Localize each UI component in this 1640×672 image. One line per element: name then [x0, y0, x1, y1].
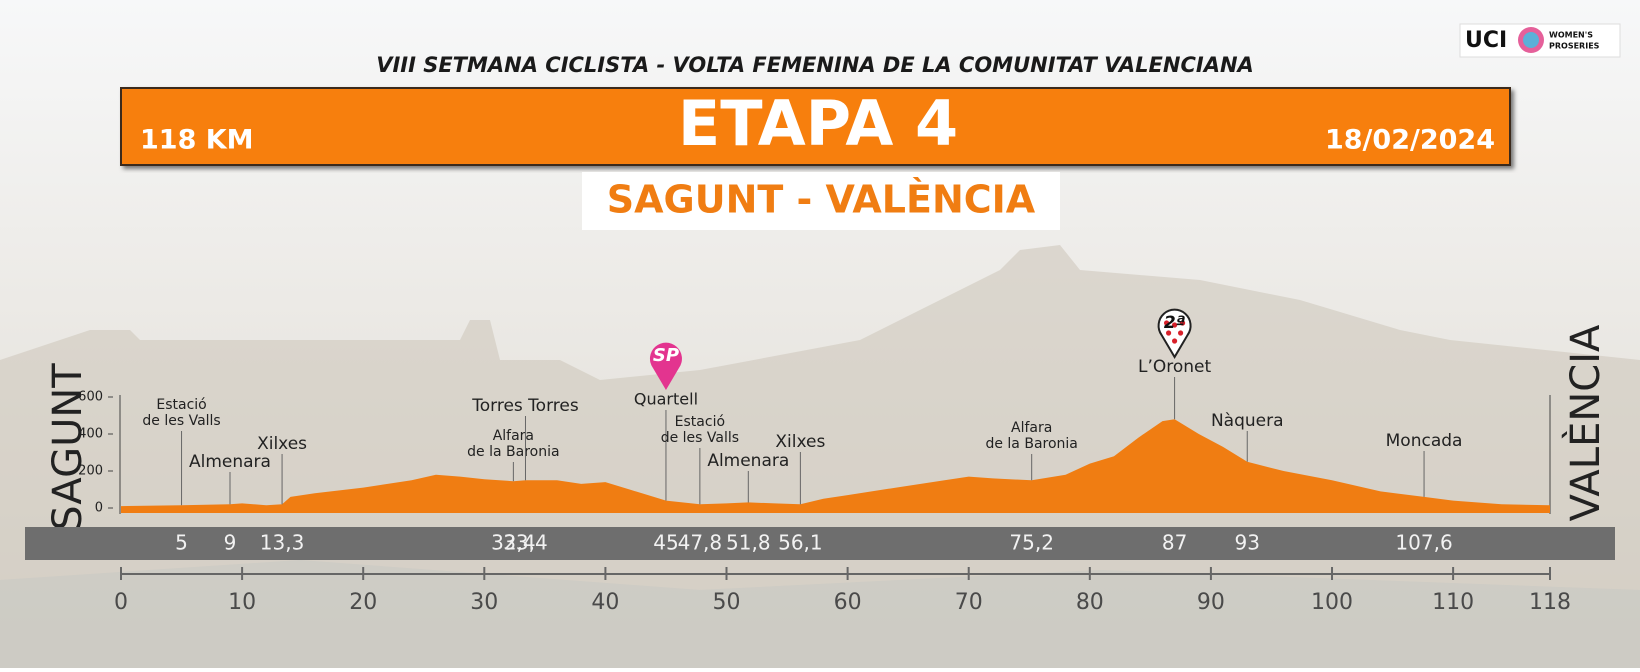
start-label: SAGUNT: [45, 363, 91, 531]
waypoint-km: 45: [653, 531, 678, 555]
marker-label: 2ª: [1164, 313, 1185, 333]
waypoint-name: Almenara: [189, 452, 271, 472]
y-tick-label: 400: [78, 427, 103, 442]
waypoint-name: Nàquera: [1211, 411, 1284, 431]
x-tick-label: 20: [349, 590, 377, 615]
waypoint-km: 87: [1162, 531, 1187, 555]
date: 18/02/2024: [1325, 125, 1495, 156]
event-title: VIII SETMANA CICLISTA - VOLTA FEMENINA D…: [376, 53, 1254, 77]
banner: [120, 87, 1511, 166]
marker-dot: [1177, 330, 1184, 336]
y-tick-label: 0: [95, 501, 103, 516]
waypoint-km: 32,4: [491, 531, 536, 555]
x-tick-label: 50: [713, 590, 741, 615]
background-hills: [0, 560, 1640, 668]
x-tick-label: 118: [1529, 590, 1571, 615]
stage-title: ETAPA 4: [678, 87, 958, 160]
x-tick-label: 90: [1197, 590, 1225, 615]
x-tick-label: 10: [228, 590, 256, 615]
logo-series: PROSERIES: [1549, 42, 1600, 51]
elevation-area: [121, 419, 1550, 513]
x-tick-label: 100: [1311, 590, 1353, 615]
waypoint-name: Alfara: [1011, 420, 1052, 436]
waypoint-name: de la Baronia: [467, 444, 559, 460]
marker-pin: [649, 342, 682, 390]
waypoint-km: 75,2: [1009, 531, 1054, 555]
waypoint-km: 33,4: [503, 531, 548, 555]
waypoint-name: Estació: [156, 397, 206, 413]
waypoint-name: de la Baronia: [985, 436, 1077, 452]
waypoint-km: 107,6: [1395, 531, 1452, 555]
x-tick-label: 40: [591, 590, 619, 615]
marker-dot: [1165, 330, 1172, 336]
waypoint-name: de les Valls: [661, 430, 739, 446]
waypoint-km: 5: [175, 531, 188, 555]
km-band: [25, 527, 1615, 560]
waypoint-name: Moncada: [1386, 431, 1463, 451]
logo-series: WOMEN'S: [1549, 31, 1593, 40]
waypoint-name: Torres Torres: [471, 396, 579, 416]
background-scenery: [0, 245, 1640, 668]
waypoint-km: 93: [1235, 531, 1260, 555]
waypoint-km: 56,1: [778, 531, 823, 555]
marker-dot: [1163, 320, 1170, 326]
distance: 118 KM: [140, 125, 254, 156]
x-tick-label: 60: [834, 590, 862, 615]
logo-circle-inner: [1523, 32, 1539, 48]
waypoint-km: 51,8: [726, 531, 771, 555]
x-tick-label: 110: [1432, 590, 1474, 615]
waypoint-name: Xilxes: [775, 432, 825, 452]
waypoint-km: 47,8: [678, 531, 723, 555]
marker-dot: [1179, 320, 1186, 326]
y-tick-label: 600: [78, 390, 103, 405]
x-tick-label: 30: [470, 590, 498, 615]
waypoint-name: Quartell: [634, 390, 698, 409]
waypoint-name: L’Oronet: [1138, 357, 1212, 377]
marker-dot: [1171, 338, 1178, 344]
x-tick-label: 80: [1076, 590, 1104, 615]
waypoint-km: 13,3: [260, 531, 305, 555]
waypoint-name: Xilxes: [257, 434, 307, 454]
waypoint-name: Almenara: [707, 451, 789, 471]
subtitle-box: [582, 172, 1060, 230]
waypoint-km: 9: [224, 531, 237, 555]
marker-dot: [1171, 322, 1178, 328]
x-tick-label: 70: [955, 590, 983, 615]
waypoint-name: Alfara: [493, 428, 534, 444]
uci-logo: UCI WOMEN'S PROSERIES: [1459, 23, 1621, 58]
logo-uci: UCI: [1465, 28, 1507, 53]
y-tick-label: 200: [78, 464, 103, 479]
subtitle: SAGUNT - VALÈNCIA: [607, 178, 1036, 222]
waypoint-name: de les Valls: [142, 413, 220, 429]
waypoint-name: Estació: [675, 414, 725, 430]
marker-label: SP: [653, 345, 679, 366]
x-tick-label: 0: [114, 590, 128, 615]
finish-label: VALÈNCIA: [1561, 324, 1609, 521]
